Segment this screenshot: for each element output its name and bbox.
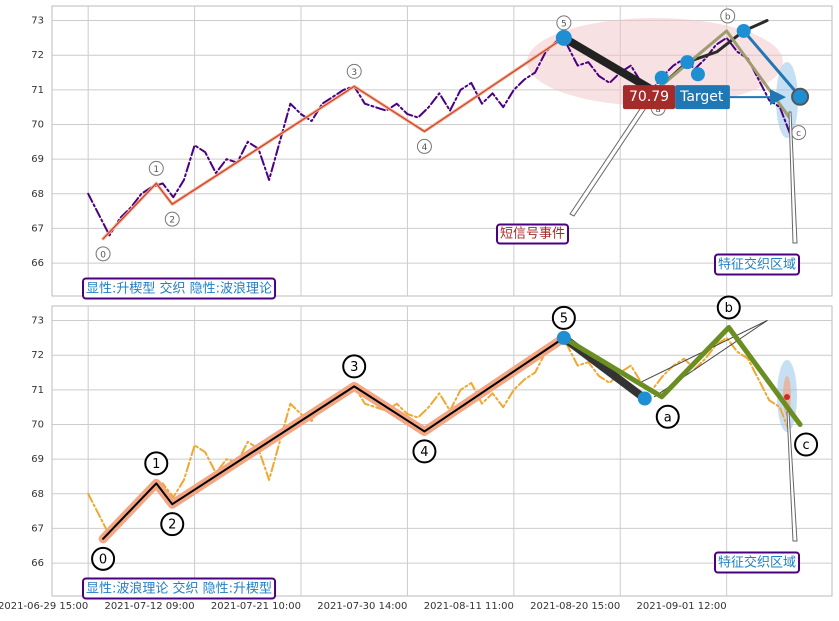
- marker: [555, 29, 572, 46]
- wave-label: a: [655, 105, 661, 115]
- x-tick-label: 2021-08-11 11:00: [424, 601, 514, 612]
- wave-label-ring: [716, 295, 741, 320]
- y-tick-label: 68: [31, 189, 44, 200]
- pattern-line: [650, 29, 791, 120]
- y-tick-label: 73: [31, 16, 44, 27]
- x-tick-label: 2021-08-20 15:00: [530, 601, 620, 612]
- y-tick-label: 66: [31, 558, 44, 569]
- wave-label-ring: [551, 305, 576, 330]
- x-tick-label: 2021-07-30 14:00: [317, 601, 407, 612]
- marker: [690, 67, 705, 82]
- annotation-box: [82, 277, 277, 300]
- wave-label: 5: [560, 311, 568, 326]
- marker: [556, 330, 571, 345]
- y-tick-label: 66: [31, 258, 44, 269]
- price-line: [87, 36, 792, 237]
- wave-label-ring: [794, 432, 819, 457]
- wave-label-ring: [720, 8, 736, 24]
- annotation-box: [714, 253, 801, 276]
- y-tick-label: 73: [31, 316, 44, 327]
- wave-label: 1: [153, 165, 159, 175]
- y-tick-label: 69: [31, 154, 44, 165]
- wave-label: 2: [168, 518, 176, 533]
- wave-label-ring: [144, 451, 169, 476]
- y-tick-label: 69: [31, 454, 44, 465]
- wave-label-ring: [655, 404, 680, 429]
- annotation-box: [714, 551, 801, 574]
- wave-label-ring: [164, 211, 180, 227]
- marker: [637, 391, 652, 406]
- price-line: [87, 336, 792, 537]
- wave-label: 1: [152, 457, 160, 472]
- x-tick-label: 2021-07-12 09:00: [104, 601, 194, 612]
- marker: [791, 87, 810, 106]
- y-tick-label: 70: [31, 119, 44, 130]
- annotation-text: 显性:升楔型 交织 隐性:波浪理论: [86, 281, 272, 297]
- y-tick-label: 72: [31, 50, 44, 61]
- y-tick-label: 67: [31, 223, 44, 234]
- feature-zone: [776, 62, 798, 138]
- pattern-line: [561, 324, 803, 427]
- wave-label: 3: [351, 68, 357, 78]
- wave-label-ring: [148, 160, 164, 176]
- feature-arrow: [788, 111, 798, 244]
- target-label-box: [675, 85, 730, 110]
- wave-label: 4: [420, 445, 428, 460]
- wave-line: [102, 37, 565, 240]
- wave-label: b: [725, 301, 733, 316]
- pattern-line: [102, 336, 565, 540]
- wave-label-ring: [95, 246, 111, 262]
- annotation-box: [82, 577, 277, 600]
- feature-arrow: [786, 411, 798, 542]
- pattern-line: [742, 29, 802, 99]
- y-tick-label: 67: [31, 523, 44, 534]
- wave-label-ring: [346, 63, 362, 79]
- x-tick-label: 2021-09-01 12:00: [637, 601, 727, 612]
- y-tick-label: 72: [31, 350, 44, 361]
- wave-label: a: [664, 410, 672, 425]
- annotation-text: 特征交织区域: [718, 555, 796, 571]
- wave-label: b: [725, 12, 731, 22]
- pattern-line: [559, 33, 657, 94]
- wave-label-ring: [556, 15, 572, 31]
- annotation-box: [496, 223, 570, 245]
- wave-label-ring: [412, 439, 437, 464]
- x-tick-label: 2021-07-21 10:00: [211, 601, 301, 612]
- wave-label: 5: [561, 19, 567, 29]
- wave-label: 0: [100, 250, 106, 260]
- annotation-text: 短信号事件: [500, 227, 565, 242]
- wave-label: c: [796, 129, 801, 139]
- target-dot: [784, 394, 790, 400]
- wave-label-ring: [342, 354, 367, 379]
- annotation-text: 显性:波浪理论 交织 隐性:升楔型: [86, 581, 272, 597]
- y-tick-label: 68: [31, 489, 44, 500]
- wave-label-ring: [91, 546, 116, 571]
- marker: [736, 23, 751, 38]
- wave-label: c: [802, 438, 809, 453]
- marker: [654, 70, 669, 85]
- x-tick-label: 2021-06-29 15:00: [0, 601, 88, 612]
- wave-label: 2: [169, 216, 175, 226]
- y-tick-label: 70: [31, 419, 44, 430]
- signal-zone: [527, 18, 783, 106]
- annotation-text: 特征交织区域: [718, 257, 796, 273]
- target-value-box: [623, 85, 676, 110]
- target-label: Target: [679, 89, 724, 105]
- marker: [680, 55, 695, 70]
- y-tick-label: 71: [31, 385, 44, 396]
- wave-label: 0: [99, 552, 107, 567]
- target-value: 70.79: [629, 89, 669, 105]
- wave-label-ring: [160, 512, 185, 537]
- wave-label: 4: [422, 143, 428, 153]
- y-tick-label: 71: [31, 85, 44, 96]
- wave-label: 3: [350, 360, 358, 375]
- wave-label-ring: [416, 138, 432, 154]
